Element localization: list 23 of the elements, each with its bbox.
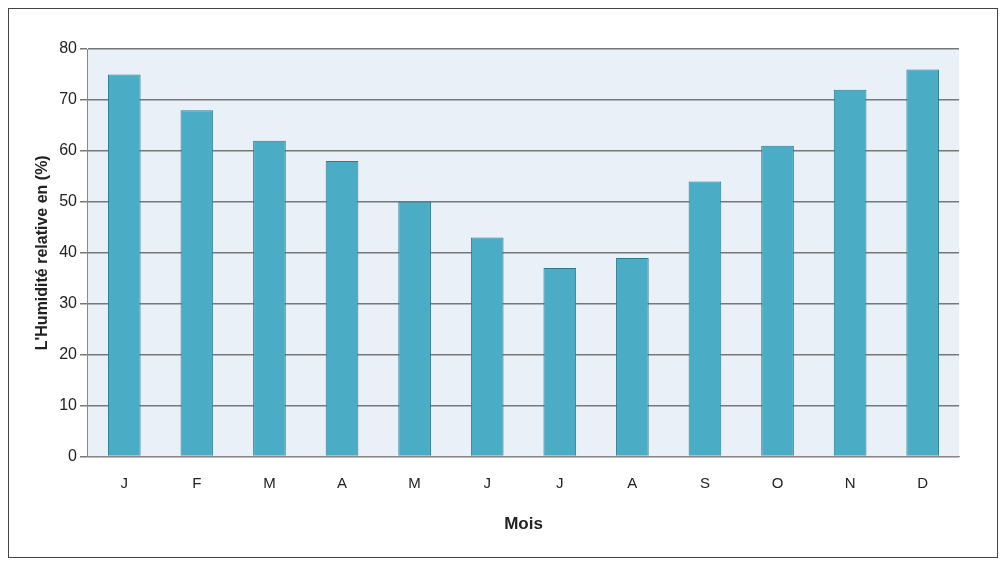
y-tick-label: 50 bbox=[59, 192, 78, 210]
y-tick-label: 30 bbox=[59, 294, 78, 312]
y-tick-label: 20 bbox=[59, 345, 78, 363]
x-tick-label: M bbox=[408, 473, 421, 491]
y-tick-label: 80 bbox=[59, 39, 78, 57]
y-tick-label: 40 bbox=[59, 243, 78, 261]
x-tick-label: J bbox=[483, 473, 491, 491]
x-tick-label: N bbox=[844, 473, 856, 491]
y-tick-label: 0 bbox=[68, 447, 78, 465]
x-tick-label: S bbox=[699, 473, 710, 491]
x-tick-label: J bbox=[120, 473, 129, 491]
y-tick-label: 10 bbox=[59, 396, 78, 414]
x-tick-label: A bbox=[627, 473, 638, 491]
y-axis-title: L'Humidité relative en (%) bbox=[33, 155, 51, 351]
x-tick-label: A bbox=[337, 473, 348, 491]
x-tick-label: F bbox=[192, 473, 202, 491]
y-tick-label: 70 bbox=[59, 90, 78, 108]
x-tick-label: M bbox=[263, 473, 276, 491]
y-tick-label: 60 bbox=[59, 141, 78, 159]
x-tick-label: D bbox=[917, 473, 929, 491]
x-axis-title: Mois bbox=[504, 514, 543, 534]
x-tick-label: O bbox=[771, 473, 784, 491]
x-tick-label: J bbox=[556, 473, 564, 491]
